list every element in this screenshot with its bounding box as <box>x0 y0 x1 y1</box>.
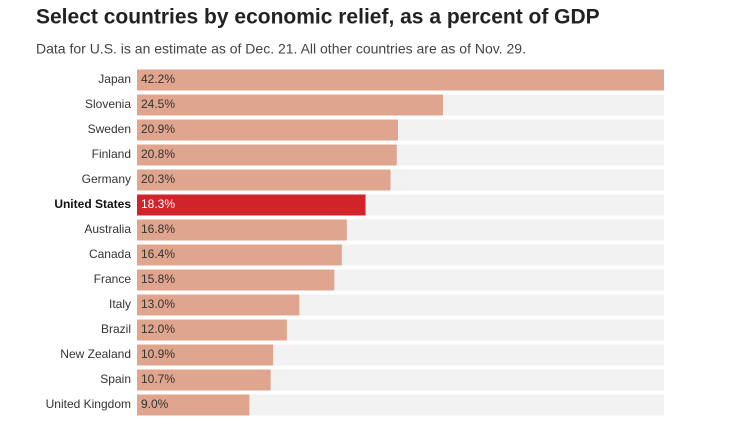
bar <box>137 169 391 191</box>
bar <box>137 219 347 241</box>
category-label: New Zealand <box>60 347 131 361</box>
value-label: 10.7% <box>141 372 175 386</box>
bar <box>137 344 274 366</box>
category-label: Australia <box>84 222 131 236</box>
bar <box>137 294 300 316</box>
category-label: Spain <box>100 372 131 386</box>
value-label: 24.5% <box>141 97 175 111</box>
value-label: 20.3% <box>141 172 175 186</box>
bar <box>137 119 399 141</box>
bar <box>137 94 443 116</box>
bar <box>137 269 335 291</box>
bar <box>137 394 250 416</box>
category-label: Finland <box>92 147 131 161</box>
category-label: Sweden <box>88 122 131 136</box>
category-label: France <box>94 272 132 286</box>
value-label: 9.0% <box>141 397 169 411</box>
bar <box>137 69 664 91</box>
chart-title: Select countries by economic relief, as … <box>36 6 600 29</box>
value-label: 20.9% <box>141 122 175 136</box>
value-label: 12.0% <box>141 322 175 336</box>
value-label: 16.8% <box>141 222 175 236</box>
value-label: 16.4% <box>141 247 175 261</box>
value-label: 10.9% <box>141 347 175 361</box>
bar <box>137 244 342 266</box>
category-label: Italy <box>109 297 131 311</box>
bar-track <box>137 394 664 416</box>
category-label: Slovenia <box>85 97 131 111</box>
chart-subtitle: Data for U.S. is an estimate as of Dec. … <box>36 41 526 57</box>
value-label: 42.2% <box>141 72 175 86</box>
bar <box>137 144 397 166</box>
bar <box>137 194 366 216</box>
category-label: United States <box>54 197 131 211</box>
value-label: 13.0% <box>141 297 175 311</box>
bar <box>137 319 287 341</box>
value-label: 20.8% <box>141 147 175 161</box>
category-label: Germany <box>82 172 131 186</box>
category-label: United Kingdom <box>46 397 131 411</box>
category-label: Japan <box>98 72 131 86</box>
bar <box>137 369 271 391</box>
value-label: 15.8% <box>141 272 175 286</box>
category-label: Brazil <box>101 322 131 336</box>
category-label: Canada <box>89 247 131 261</box>
value-label: 18.3% <box>141 197 175 211</box>
